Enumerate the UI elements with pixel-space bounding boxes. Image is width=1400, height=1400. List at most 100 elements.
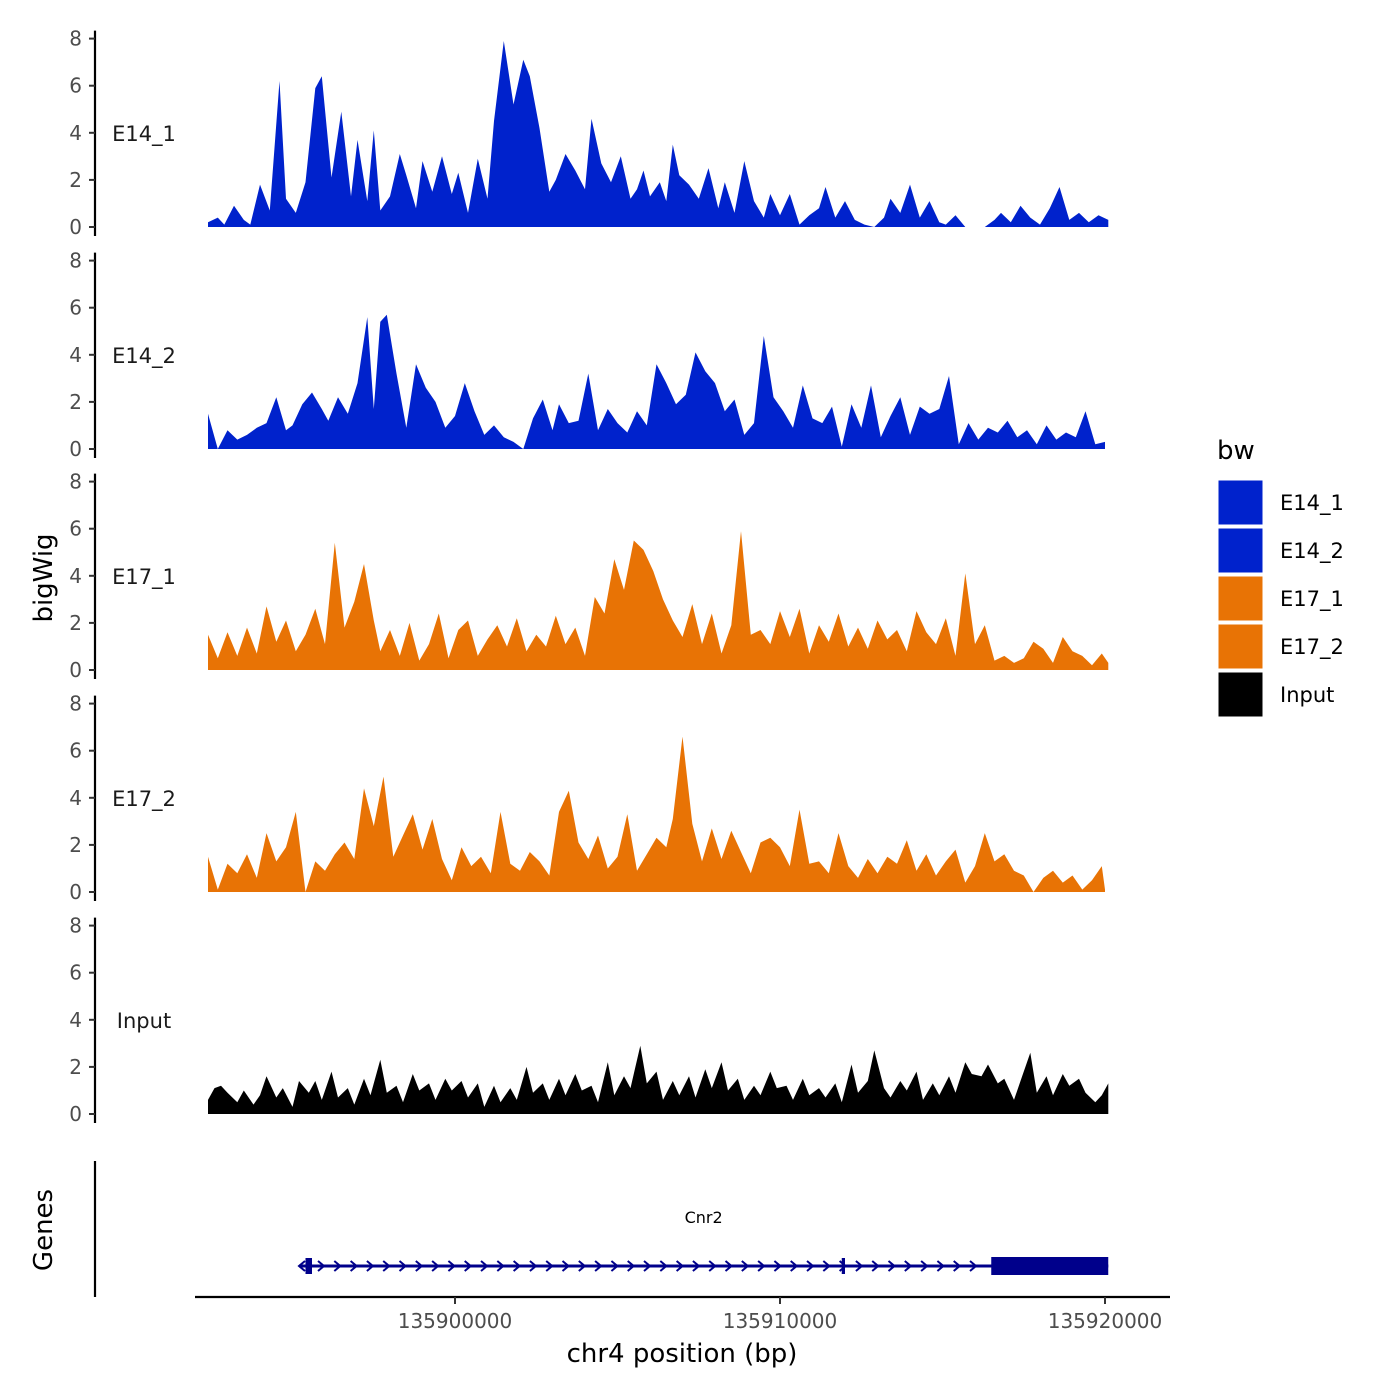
strand-arrow: [643, 1260, 652, 1272]
legend-swatch: [1217, 623, 1264, 670]
legend-label: E14_2: [1280, 539, 1344, 564]
strand-arrow: [594, 1260, 603, 1272]
legend: bw E14_1 E14_2 E17_1 E17_2 Input: [1217, 436, 1344, 718]
strand-arrow: [675, 1260, 685, 1272]
y-tick-label: 2: [69, 611, 82, 635]
strand-arrow: [545, 1260, 554, 1272]
strand-arrow: [790, 1260, 799, 1272]
y-tick-label: 4: [69, 121, 82, 145]
y-tick-label: 6: [69, 296, 82, 320]
y-tick-label: 4: [69, 343, 82, 367]
strand-arrow: [561, 1260, 571, 1272]
genes-panel: Cnr2: [93, 1161, 1109, 1297]
strand-arrow: [855, 1260, 864, 1272]
track-e17-2: 0 2 4 6 8 E17_2: [69, 692, 1105, 904]
coverage-area-e17-1: [208, 531, 1109, 670]
x-axis: 135900000 135910000 135920000: [195, 1295, 1170, 1333]
strand-arrow: [871, 1260, 880, 1272]
strand-arrow: [822, 1260, 831, 1272]
y-tick-label: 6: [69, 74, 82, 98]
coverage-area-e17-2: [208, 736, 1105, 892]
strand-arrow: [969, 1260, 978, 1272]
y-tick-label: 2: [69, 833, 82, 857]
strand-arrow: [529, 1260, 538, 1272]
y-tick-label: 8: [69, 914, 82, 938]
track-e14-1: 0 2 4 6 8 E14_1: [69, 27, 1109, 239]
legend-swatch: [1217, 575, 1264, 622]
legend-title: bw: [1217, 436, 1255, 466]
y-axis-title: bigWig: [29, 533, 59, 622]
gene-label: Cnr2: [685, 1208, 723, 1227]
track-e17-1: 0 2 4 6 8 E17_1: [69, 470, 1109, 682]
coverage-area-e14-1: [208, 41, 1109, 227]
strand-arrow: [936, 1260, 945, 1272]
y-tick-label: 8: [69, 692, 82, 716]
track-label-input: Input: [117, 1009, 171, 1033]
track-panels: 0 2 4 6 8 E14_1 0 2 4 6 8 E14_2 0 2 4 6 8 E17_1 0 2 4 6 8 E17_2…: [69, 27, 1109, 1126]
x-tick-label: 135900000: [398, 1309, 513, 1333]
x-axis-title: chr4 position (bp): [567, 1339, 798, 1369]
legend-label: E14_1: [1280, 491, 1344, 516]
strand-arrow: [415, 1260, 424, 1272]
strand-arrow: [708, 1260, 717, 1272]
strand-arrow: [464, 1260, 473, 1272]
legend-label: E17_1: [1280, 587, 1344, 612]
strand-arrow: [349, 1260, 359, 1272]
strand-arrow: [366, 1260, 375, 1272]
exon-block: [841, 1258, 845, 1274]
strand-arrow: [806, 1260, 815, 1272]
strand-arrow: [692, 1260, 701, 1272]
strand-arrow: [887, 1260, 897, 1272]
genes-axis-title: Genes: [29, 1189, 59, 1271]
legend-item-input: Input: [1217, 671, 1334, 718]
y-tick-label: 8: [69, 249, 82, 273]
strand-arrow: [382, 1260, 391, 1272]
coverage-area-e14-2: [208, 314, 1105, 449]
strand-arrow: [578, 1260, 587, 1272]
exon-block: [991, 1257, 1109, 1275]
strand-arrow: [496, 1260, 505, 1272]
strand-arrow: [480, 1260, 489, 1272]
track-label-e14-1: E14_1: [112, 122, 176, 147]
strand-arrow: [627, 1260, 636, 1272]
strand-arrow: [659, 1260, 668, 1272]
legend-swatch: [1217, 671, 1264, 718]
track-label-e17-2: E17_2: [112, 787, 176, 812]
y-tick-label: 4: [69, 786, 82, 810]
track-input: 0 2 4 6 8 Input: [69, 914, 1109, 1126]
legend-swatch: [1217, 527, 1264, 574]
y-tick-label: 0: [69, 215, 82, 239]
track-label-e17-1: E17_1: [112, 565, 176, 590]
y-tick-label: 4: [69, 564, 82, 588]
y-tick-label: 2: [69, 390, 82, 414]
strand-arrow: [512, 1260, 522, 1272]
legend-label: E17_2: [1280, 635, 1344, 660]
strand-arrow: [838, 1260, 848, 1272]
legend-swatch: [1217, 479, 1264, 526]
strand-arrow: [757, 1260, 766, 1272]
x-tick-label: 135920000: [1048, 1309, 1163, 1333]
y-tick-label: 0: [69, 658, 82, 682]
strand-arrow: [920, 1260, 929, 1272]
y-tick-label: 8: [69, 470, 82, 494]
y-tick-label: 6: [69, 517, 82, 541]
y-tick-label: 4: [69, 1008, 82, 1032]
strand-arrow: [431, 1260, 440, 1272]
y-tick-label: 0: [69, 1102, 82, 1126]
strand-arrow: [773, 1260, 782, 1272]
legend-label: Input: [1280, 683, 1334, 707]
exon-block: [305, 1258, 312, 1274]
track-e14-2: 0 2 4 6 8 E14_2: [69, 249, 1105, 461]
coverage-area-input: [208, 1045, 1109, 1114]
strand-arrow: [724, 1260, 734, 1272]
strand-arrow: [398, 1260, 408, 1272]
strand-arrow: [741, 1260, 750, 1272]
y-tick-label: 6: [69, 739, 82, 763]
x-tick-label: 135910000: [723, 1309, 838, 1333]
legend-item-e17-1: E17_1: [1217, 575, 1344, 622]
strand-arrow: [610, 1260, 619, 1272]
legend-item-e14-2: E14_2: [1217, 527, 1344, 574]
y-tick-label: 2: [69, 1055, 82, 1079]
strand-arrow: [904, 1260, 913, 1272]
